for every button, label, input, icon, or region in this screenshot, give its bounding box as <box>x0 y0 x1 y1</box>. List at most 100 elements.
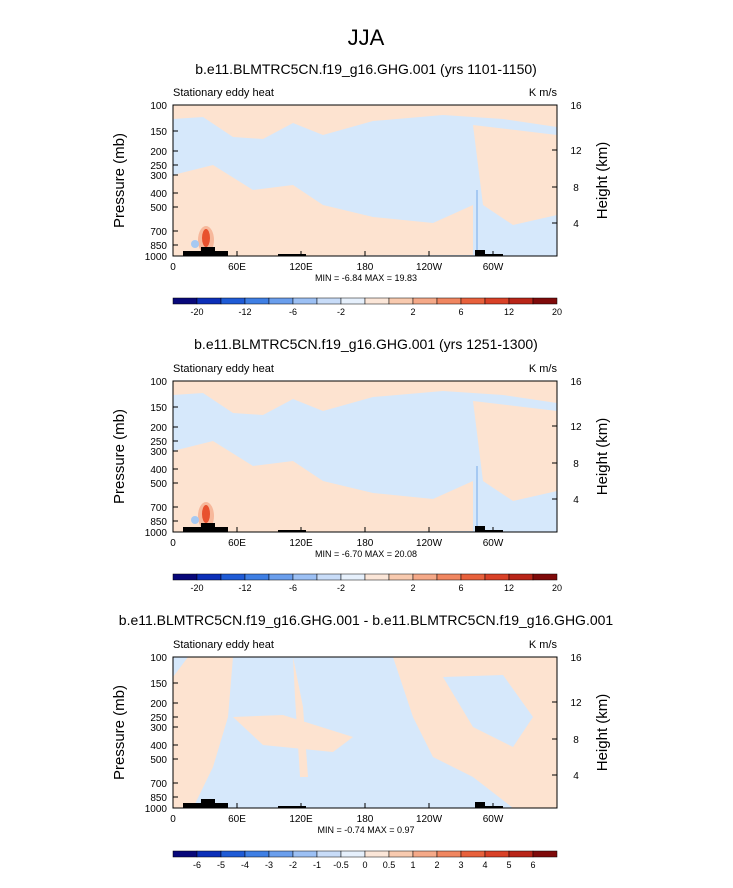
colorbar-swatch <box>436 850 462 858</box>
y-tick-label: 150 <box>150 403 167 414</box>
y-tick-label: 200 <box>150 423 167 434</box>
y-tick-label: 1000 <box>145 252 168 263</box>
colorbar-swatch <box>484 297 510 305</box>
y-tick-label: 400 <box>150 189 167 200</box>
contour-field <box>173 657 557 808</box>
colorbar-swatch <box>196 850 222 858</box>
panel-title: b.e11.BLMTRC5CN.f19_g16.GHG.001 (yrs 125… <box>194 336 538 352</box>
warm-region-lower <box>173 441 473 532</box>
y-tick-label: 300 <box>150 447 167 458</box>
colorbar-label: -1 <box>313 860 321 870</box>
panel-right-label: K m/s <box>529 363 558 375</box>
colorbar-swatch <box>340 297 366 305</box>
colorbar-label: -3 <box>265 860 273 870</box>
panel-right-label: K m/s <box>529 639 558 651</box>
colorbar-label: 1 <box>410 860 415 870</box>
warm-region-east <box>473 125 557 225</box>
colorbar-swatch <box>364 850 390 858</box>
colorbar-label: -5 <box>217 860 225 870</box>
colorbar-swatch <box>244 297 270 305</box>
colorbar-swatch <box>412 297 438 305</box>
y-tick-label: 300 <box>150 723 167 734</box>
y-tick-label: 850 <box>150 241 167 252</box>
colorbar-swatch <box>364 573 390 581</box>
cool-region-east <box>443 675 533 747</box>
y-tick-label: 500 <box>150 203 167 214</box>
colorbar-swatch <box>484 850 510 858</box>
colorbar-swatch <box>220 573 246 581</box>
y-tick-label: 200 <box>150 147 167 158</box>
y-tick-label: 1000 <box>145 804 168 815</box>
y2-axis-label: Height (km) <box>594 418 611 496</box>
cool-region-central <box>343 135 463 200</box>
colorbar-label: 20 <box>552 583 562 593</box>
y-tick-label: 300 <box>150 171 167 182</box>
colorbar-label: -12 <box>238 583 251 593</box>
colorbar-swatch <box>292 573 318 581</box>
y-tick-label: 700 <box>150 779 167 790</box>
y-tick-label: 400 <box>150 465 167 476</box>
panel-left-label: Stationary eddy heat <box>173 363 274 375</box>
terrain-peak <box>201 523 215 532</box>
panel-3: b.e11.BLMTRC5CN.f19_g16.GHG.001 - b.e11.… <box>111 612 613 870</box>
panel-left-label: Stationary eddy heat <box>173 639 274 651</box>
colorbar-swatch <box>436 297 462 305</box>
contour-field <box>173 105 557 256</box>
colorbar-label: 2 <box>410 583 415 593</box>
figure-title: JJA <box>348 25 385 50</box>
y-tick-label: 250 <box>150 437 167 448</box>
terrain <box>183 247 503 256</box>
colorbar-label: 0.5 <box>383 860 396 870</box>
x-tick-label: 60E <box>228 538 246 549</box>
x-tick-label: 120E <box>289 814 313 825</box>
terrain-peak <box>201 247 215 256</box>
colorbar-swatch <box>196 573 222 581</box>
colorbar-swatch <box>388 573 414 581</box>
x-tick-label: 120W <box>416 814 443 825</box>
y-axis-label: Pressure (mb) <box>111 685 128 780</box>
colorbar-swatch <box>220 297 246 305</box>
y-tick-label: 250 <box>150 161 167 172</box>
y2-axis-label: Height (km) <box>594 142 611 220</box>
colorbar-swatch <box>460 573 486 581</box>
terrain-block <box>278 806 306 808</box>
colorbar-swatch <box>460 850 486 858</box>
colorbar-swatch <box>364 297 390 305</box>
colorbar-label: -0.5 <box>333 860 349 870</box>
cool-region-central <box>343 411 463 476</box>
panel-title: b.e11.BLMTRC5CN.f19_g16.GHG.001 - b.e11.… <box>119 612 614 628</box>
x-tick-label: 60W <box>483 262 504 273</box>
warm-region-upper <box>173 381 557 415</box>
min-max-label: MIN = -6.84 MAX = 19.83 <box>315 273 417 283</box>
y-tick-label: 250 <box>150 713 167 724</box>
colorbar-label: -2 <box>337 307 345 317</box>
y2-tick-label: 8 <box>573 183 579 194</box>
x-tick-label: 0 <box>170 538 176 549</box>
y2-tick-label: 8 <box>573 735 579 746</box>
colorbar-label: -2 <box>289 860 297 870</box>
y-tick-label: 850 <box>150 517 167 528</box>
x-tick-label: 120W <box>416 538 443 549</box>
colorbar-swatch <box>412 850 438 858</box>
y2-tick-label: 12 <box>570 698 582 709</box>
colorbar-label: -12 <box>238 307 251 317</box>
colorbar-swatch <box>172 297 198 305</box>
colorbar-swatch <box>316 297 342 305</box>
y2-tick-label: 12 <box>570 422 582 433</box>
colorbar-swatch <box>460 297 486 305</box>
terrain <box>183 523 503 532</box>
colorbar-label: -20 <box>190 583 203 593</box>
colorbar-label: 12 <box>504 583 514 593</box>
y-tick-label: 150 <box>150 679 167 690</box>
panel-right-label: K m/s <box>529 87 558 99</box>
colorbar-swatch <box>484 573 510 581</box>
x-tick-label: 180 <box>357 262 374 273</box>
hotspot-inner <box>202 229 210 247</box>
x-tick-label: 60E <box>228 262 246 273</box>
x-tick-label: 120E <box>289 538 313 549</box>
colorbar-swatch <box>196 297 222 305</box>
y2-tick-label: 16 <box>570 377 582 388</box>
colorbar-label: 0 <box>362 860 367 870</box>
colorbar-swatch <box>316 573 342 581</box>
